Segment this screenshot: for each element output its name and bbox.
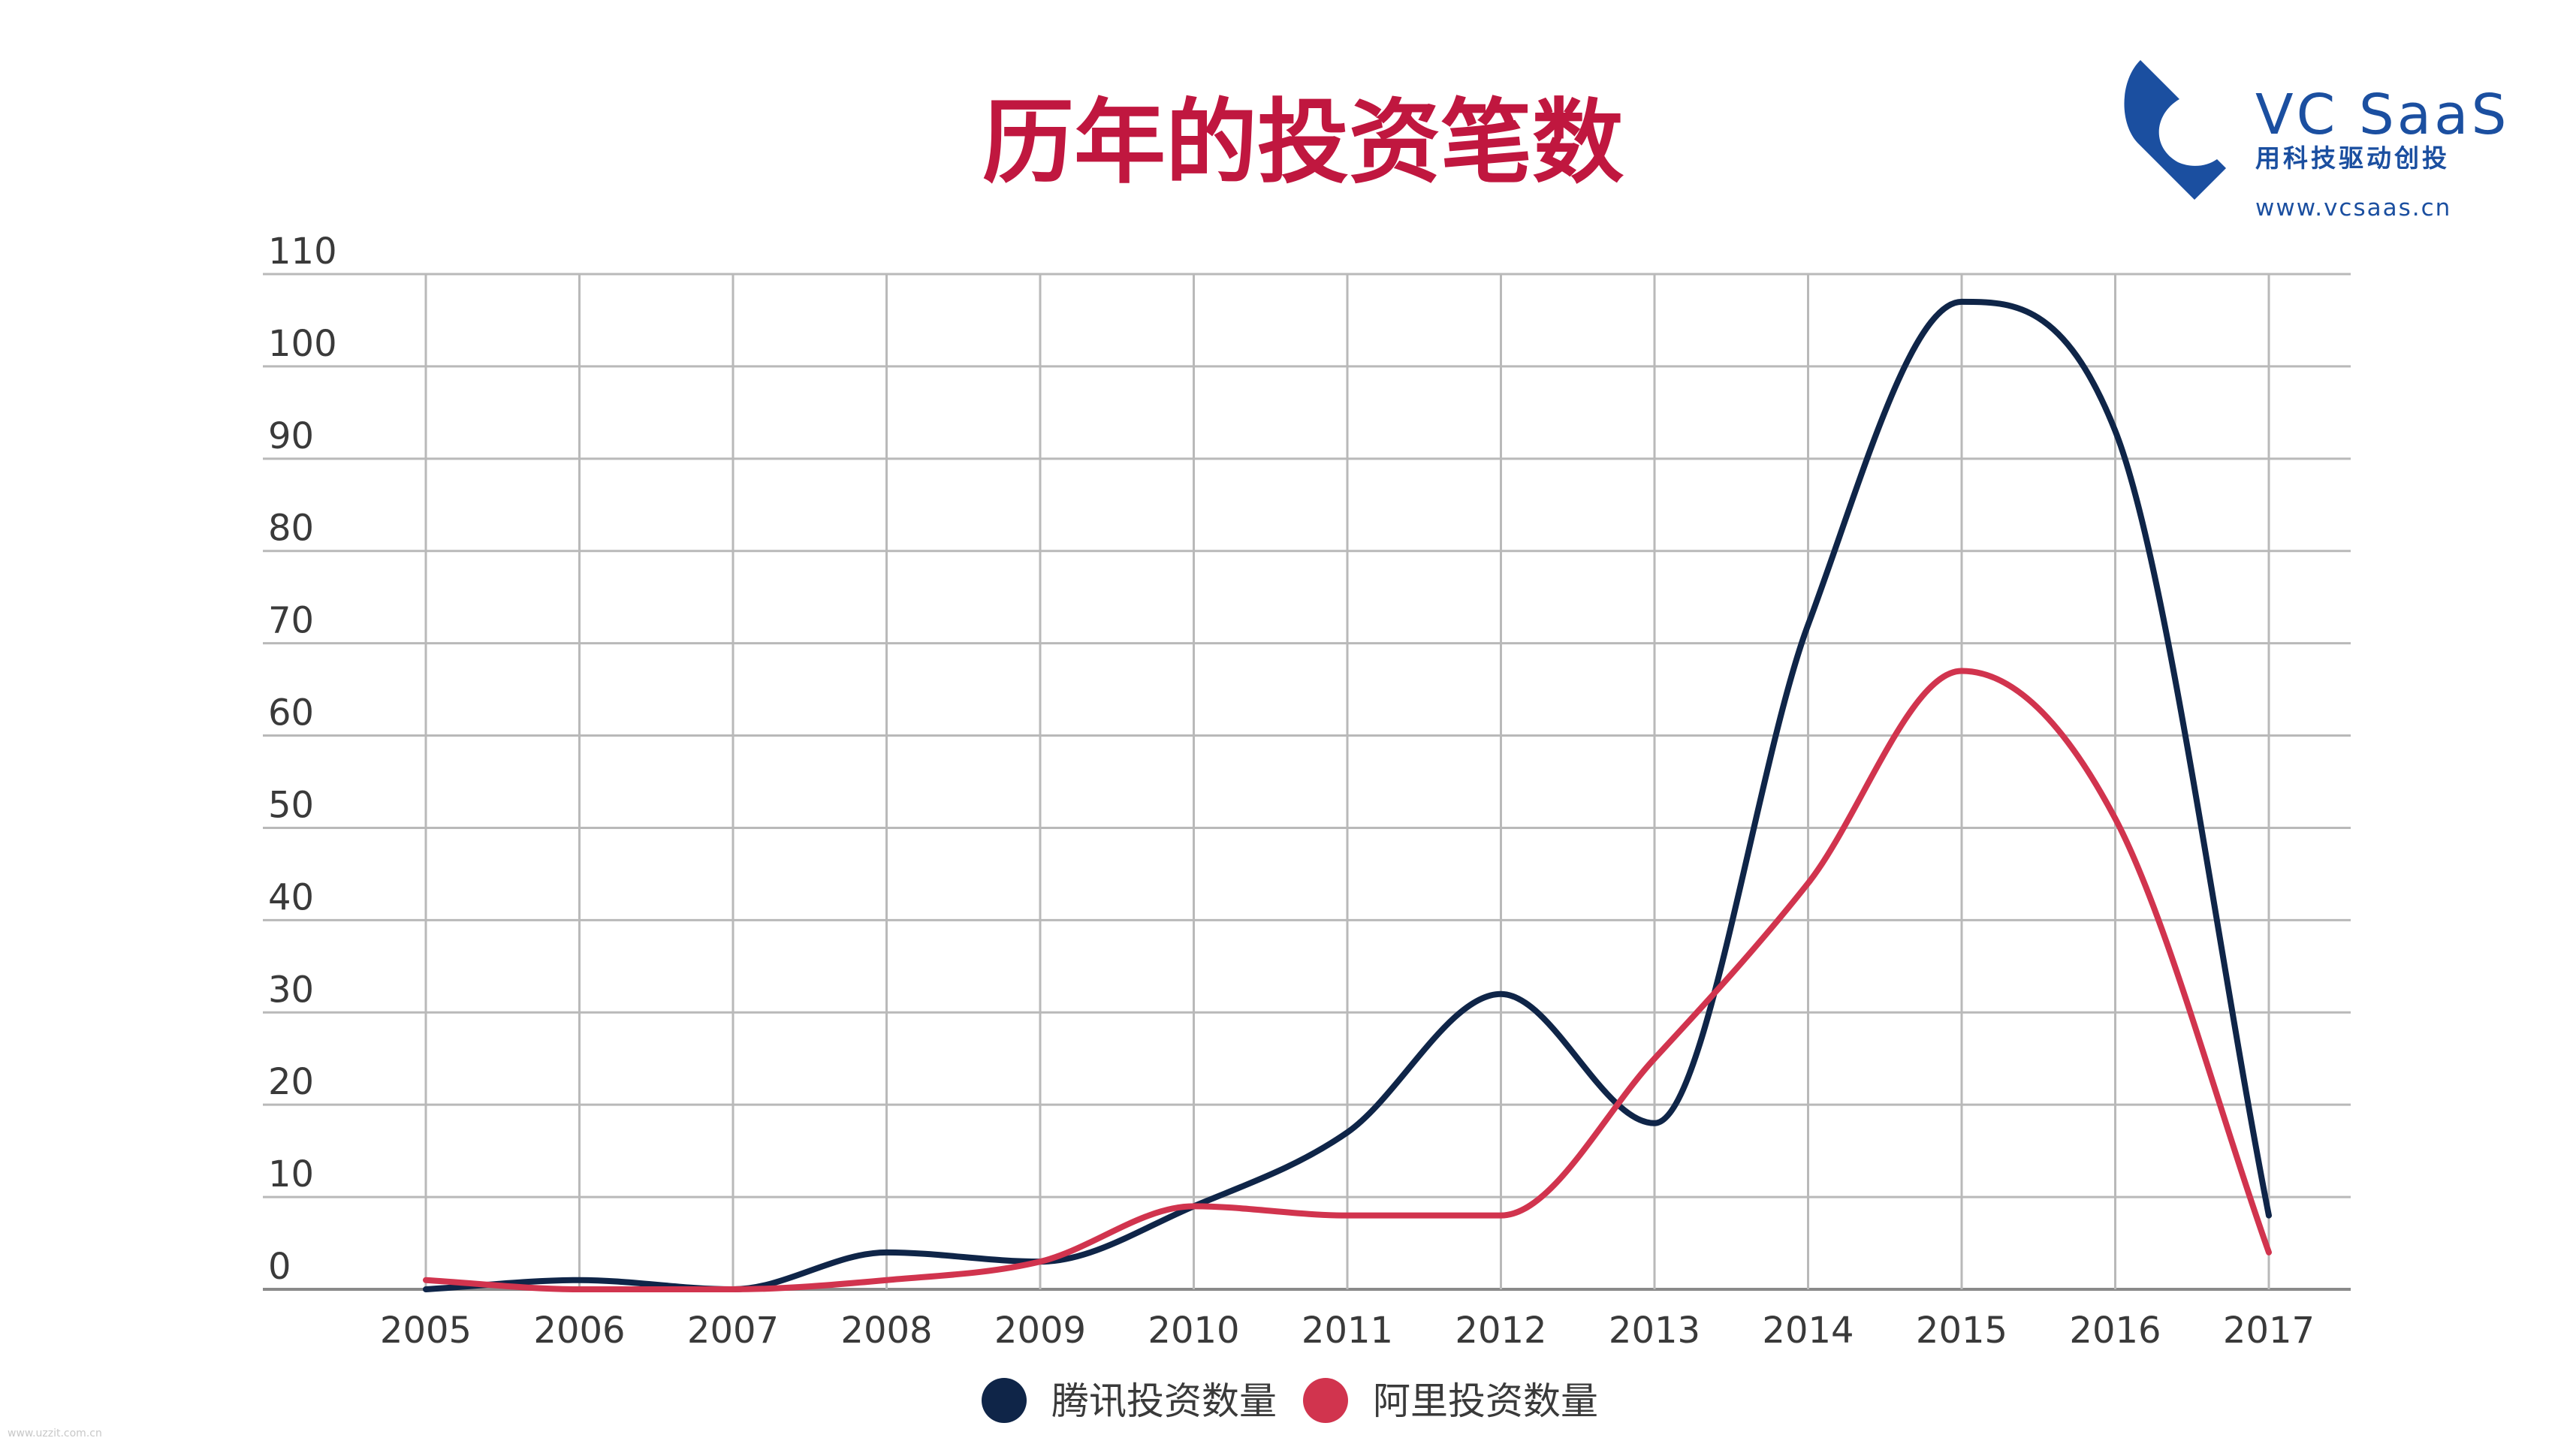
- x-tick-label: 2007: [687, 1310, 779, 1352]
- y-tick-label: 50: [268, 784, 314, 826]
- y-tick-label: 110: [268, 231, 337, 273]
- y-tick-label: 100: [268, 323, 337, 365]
- x-tick-label: 2012: [1455, 1310, 1546, 1352]
- x-tick-label: 2009: [994, 1310, 1086, 1352]
- x-tick-label: 2011: [1302, 1310, 1393, 1352]
- x-tick-label: 2005: [380, 1310, 472, 1352]
- chart-legend: 腾讯投资数量 阿里投资数量: [982, 1378, 1598, 1423]
- x-tick-label: 2010: [1148, 1310, 1239, 1352]
- chart-series: [423, 298, 2272, 1293]
- legend-marker[interactable]: [982, 1378, 1027, 1423]
- x-tick-label: 2015: [1916, 1310, 2007, 1352]
- series-line-2: [423, 668, 2272, 1293]
- x-tick-label: 2013: [1609, 1310, 1700, 1352]
- x-tick-label: 2006: [533, 1310, 625, 1352]
- y-tick-label: 80: [268, 508, 314, 550]
- series-line-1: [423, 298, 2272, 1292]
- brand-logo: VC SaaS 用科技驱动创投 www.vcsaas.cn: [2124, 60, 2509, 222]
- x-axis-tick-labels: 2005 2006 2007 2008 2009 2010 2011 2012 2013 2014…: [380, 1310, 2315, 1352]
- y-axis-tick-labels: 0 10 20 30 40 50 60 70 80 90 100 110: [268, 231, 337, 1288]
- x-tick-label: 2017: [2223, 1310, 2315, 1352]
- x-tick-label: 2016: [2069, 1310, 2161, 1352]
- y-tick-label: 90: [268, 415, 314, 457]
- watermark-text: www.uzzit.com.cn: [8, 1427, 102, 1439]
- chart-gridlines: [263, 273, 2351, 1291]
- logo-url[interactable]: www.vcsaas.cn: [2255, 194, 2451, 222]
- legend-label[interactable]: 阿里投资数量: [1373, 1379, 1598, 1423]
- x-tick-label: 2008: [840, 1310, 932, 1352]
- y-tick-label: 70: [268, 600, 314, 642]
- logo-brand-name: VC SaaS: [2255, 83, 2509, 147]
- y-tick-label: 60: [268, 692, 314, 734]
- chart-title: 历年的投资笔数: [982, 89, 1624, 196]
- logo-slogan: 用科技驱动创投: [2255, 143, 2450, 173]
- y-tick-label: 10: [268, 1153, 314, 1195]
- y-tick-label: 40: [268, 876, 314, 918]
- x-tick-label: 2014: [1762, 1310, 1854, 1352]
- legend-label[interactable]: 腾讯投资数量: [1051, 1379, 1277, 1423]
- y-tick-label: 20: [268, 1061, 314, 1103]
- y-tick-label: 30: [268, 969, 314, 1011]
- vc-saas-logo-icon: [2124, 60, 2226, 200]
- y-tick-label: 0: [268, 1246, 291, 1288]
- legend-marker[interactable]: [1303, 1378, 1348, 1423]
